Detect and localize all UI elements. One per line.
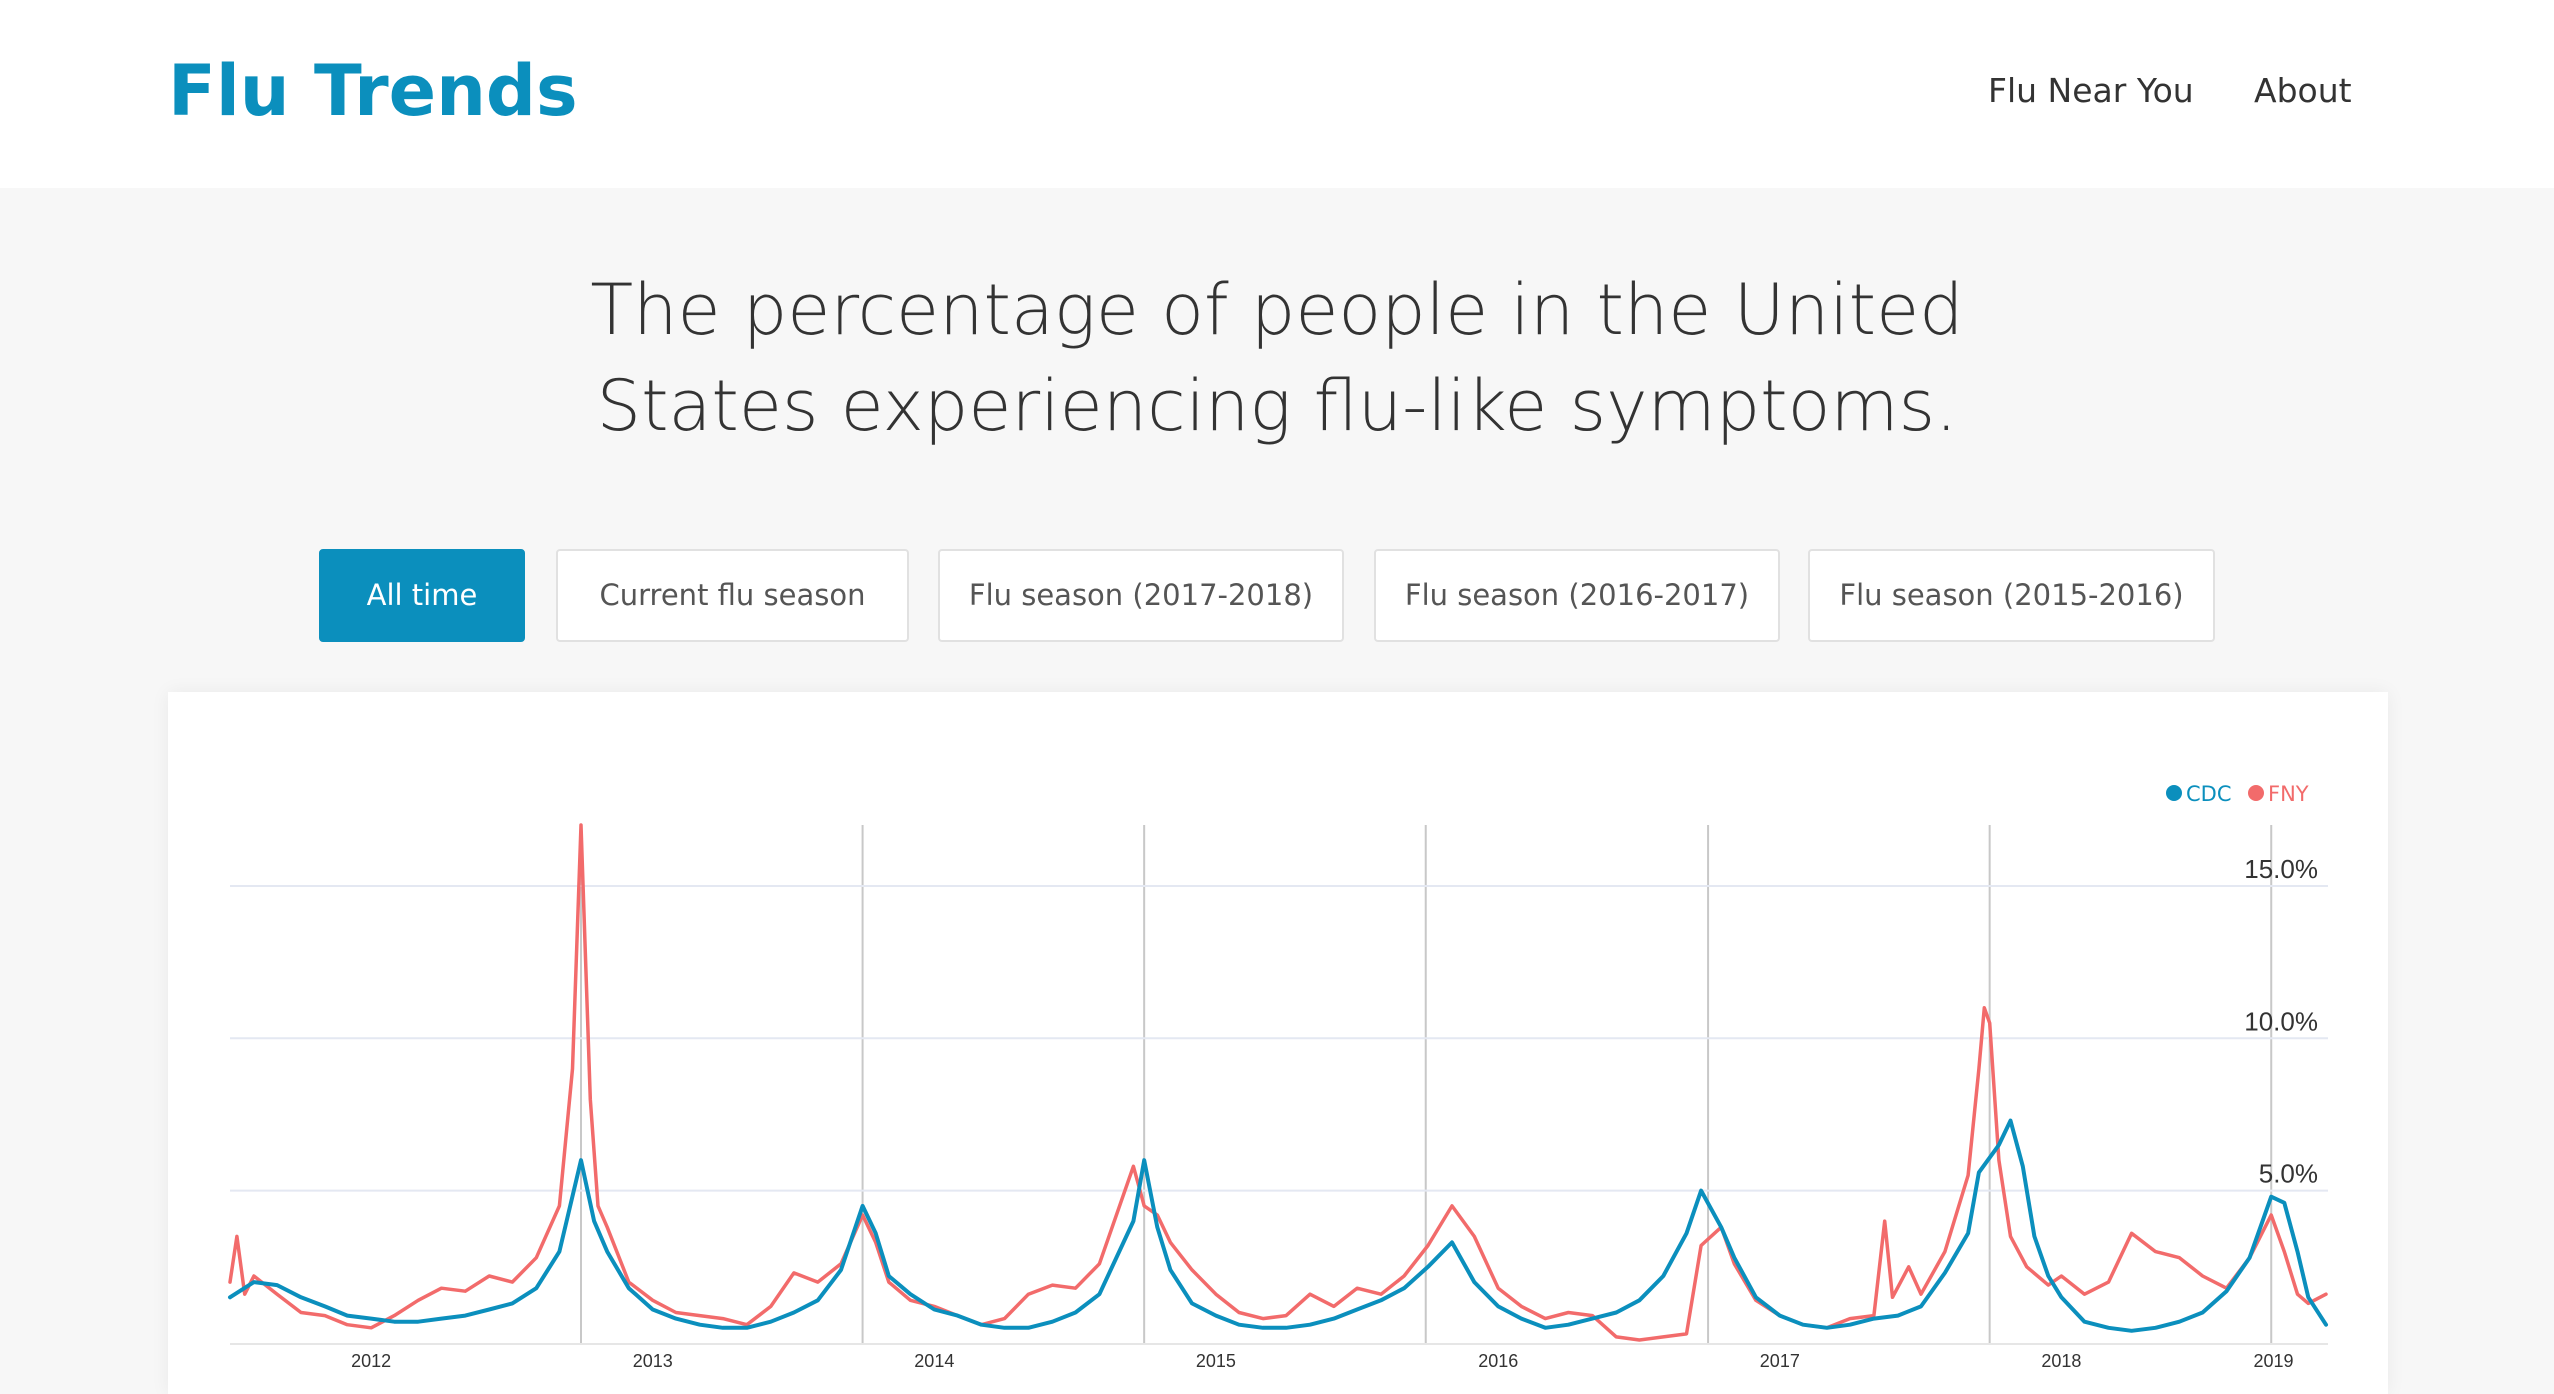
series-line-cdc — [228, 1118, 2328, 1333]
flu-trends-chart[interactable]: 5.0% 10.0% 15.0% 2012 2013 2014 2015 2016 2017 20… — [168, 692, 2388, 1394]
nav-link-flu-near-you[interactable]: Flu Near You — [1988, 71, 2194, 110]
x-tick-label: 2016 — [1478, 1351, 1518, 1371]
chart-card: 5.0% 10.0% 15.0% 2012 2013 2014 2015 2016 2017 20… — [168, 692, 2388, 1394]
tab-flu-season-2017-2018[interactable]: Flu season (2017-2018) — [938, 549, 1344, 642]
site-header: Flu Trends Flu Near You About — [0, 0, 2554, 188]
legend-label-fny: FNY — [2268, 782, 2309, 806]
site-logo[interactable]: Flu Trends — [168, 50, 578, 132]
tab-all-time[interactable]: All time — [319, 549, 525, 642]
x-tick-label: 2017 — [1760, 1351, 1800, 1371]
legend-marker-fny — [2248, 785, 2264, 801]
tab-current-flu-season[interactable]: Current flu season — [556, 549, 909, 642]
x-tick-label: 2019 — [2254, 1351, 2294, 1371]
x-tick-label: 2015 — [1196, 1351, 1236, 1371]
nav-link-about[interactable]: About — [2254, 71, 2352, 110]
tab-flu-season-2015-2016[interactable]: Flu season (2015-2016) — [1808, 549, 2215, 642]
x-tick-label: 2013 — [633, 1351, 673, 1371]
series-line-fny — [228, 823, 2328, 1342]
legend-marker-cdc — [2166, 785, 2182, 801]
x-tick-label: 2014 — [914, 1351, 954, 1371]
tab-flu-season-2016-2017[interactable]: Flu season (2016-2017) — [1374, 549, 1780, 642]
x-tick-label: 2012 — [351, 1351, 391, 1371]
headline-line-2: States experiencing flu-like symptoms. — [596, 365, 1958, 447]
headline-line-1: The percentage of people in the United — [590, 269, 1964, 351]
page-headline: The percentage of people in the United S… — [400, 262, 2154, 454]
y-tick-label: 5.0% — [2259, 1159, 2318, 1189]
x-tick-label: 2018 — [2041, 1351, 2081, 1371]
y-tick-label: 10.0% — [2244, 1006, 2318, 1036]
legend-label-cdc: CDC — [2186, 782, 2232, 806]
y-tick-label: 15.0% — [2244, 854, 2318, 884]
